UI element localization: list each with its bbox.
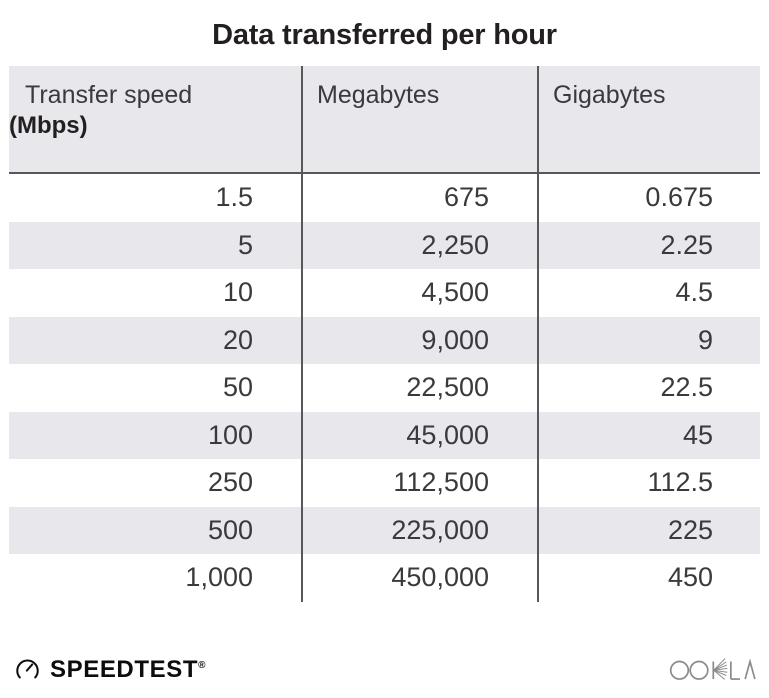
cell-megabytes: 4,500 — [301, 269, 538, 317]
cell-gigabytes: 450 — [537, 554, 760, 602]
speedtest-wordmark-text: SPEEDTEST — [50, 656, 199, 683]
column-header-gigabytes: Gigabytes — [537, 66, 760, 174]
table-row: 100 45,000 45 — [9, 411, 760, 459]
column-header-megabytes: Megabytes — [301, 66, 538, 174]
column-header-transfer-speed-label: Transfer speed — [25, 81, 193, 109]
cell-gigabytes: 4.5 — [537, 269, 760, 317]
cell-megabytes: 9,000 — [301, 316, 538, 364]
ookla-logo-icon — [669, 658, 756, 680]
speedtest-trademark: ® — [198, 660, 206, 671]
footer: SPEEDTEST® — [0, 640, 769, 698]
ookla-logo — [668, 656, 756, 682]
speedtest-wordmark: SPEEDTEST® — [50, 654, 205, 682]
cell-transfer-speed: 5 — [237, 229, 253, 260]
cell-gigabytes: 22.5 — [537, 364, 760, 412]
cell-gigabytes: 225 — [537, 506, 760, 554]
column-header-transfer-speed: Transfer speed (Mbps) — [9, 66, 302, 174]
cell-megabytes: 2,250 — [301, 221, 538, 269]
table-row: 5 2,250 2.25 — [9, 221, 760, 269]
speedtest-logo: SPEEDTEST® — [14, 654, 205, 682]
cell-gigabytes: 2.25 — [537, 221, 760, 269]
data-table: Transfer speed (Mbps) Megabytes Gigabyte… — [9, 66, 760, 602]
cell-gigabytes: 9 — [537, 316, 760, 364]
table-row: 20 9,000 9 — [9, 316, 760, 364]
table-row: 500 225,000 225 — [9, 506, 760, 554]
cell-transfer-speed: 1,000 — [185, 562, 253, 592]
cell-transfer-speed: 20 — [222, 324, 253, 355]
cell-megabytes: 675 — [301, 173, 538, 222]
table-head: Transfer speed (Mbps) Megabytes Gigabyte… — [9, 66, 760, 174]
table-row: 250 112,500 112.5 — [9, 459, 760, 507]
cell-transfer-speed: 100 — [207, 419, 253, 450]
cell-transfer-speed: 1.5 — [215, 182, 253, 212]
cell-gigabytes: 45 — [537, 411, 760, 459]
cell-megabytes: 112,500 — [301, 459, 538, 507]
gauge-icon — [14, 655, 41, 682]
table-row: 1.5 675 0.675 — [9, 173, 760, 222]
cell-transfer-speed: 250 — [207, 467, 253, 497]
table-row: 1,000 450,000 450 — [9, 554, 760, 602]
cell-megabytes: 22,500 — [301, 364, 538, 412]
page-title: Data transferred per hour — [212, 19, 557, 51]
column-header-transfer-speed-unit: (Mbps) — [9, 112, 88, 139]
cell-megabytes: 450,000 — [301, 554, 538, 602]
cell-megabytes: 45,000 — [301, 411, 538, 459]
table-row: 50 22,500 22.5 — [9, 364, 760, 412]
column-header-gigabytes-label: Gigabytes — [553, 81, 666, 109]
cell-transfer-speed: 500 — [207, 514, 253, 545]
cell-transfer-speed: 10 — [222, 277, 253, 307]
table-body: 1.5 675 0.675 5 2,250 2.25 10 4,500 4.5 … — [9, 173, 760, 602]
column-header-megabytes-label: Megabytes — [317, 81, 440, 109]
cell-gigabytes: 0.675 — [537, 173, 760, 222]
data-table-container: Transfer speed (Mbps) Megabytes Gigabyte… — [9, 66, 760, 602]
table-row: 10 4,500 4.5 — [9, 269, 760, 317]
cell-gigabytes: 112.5 — [537, 459, 760, 507]
table-header-row: Transfer speed (Mbps) Megabytes Gigabyte… — [9, 66, 760, 174]
cell-megabytes: 225,000 — [301, 506, 538, 554]
cell-transfer-speed: 50 — [222, 372, 253, 402]
